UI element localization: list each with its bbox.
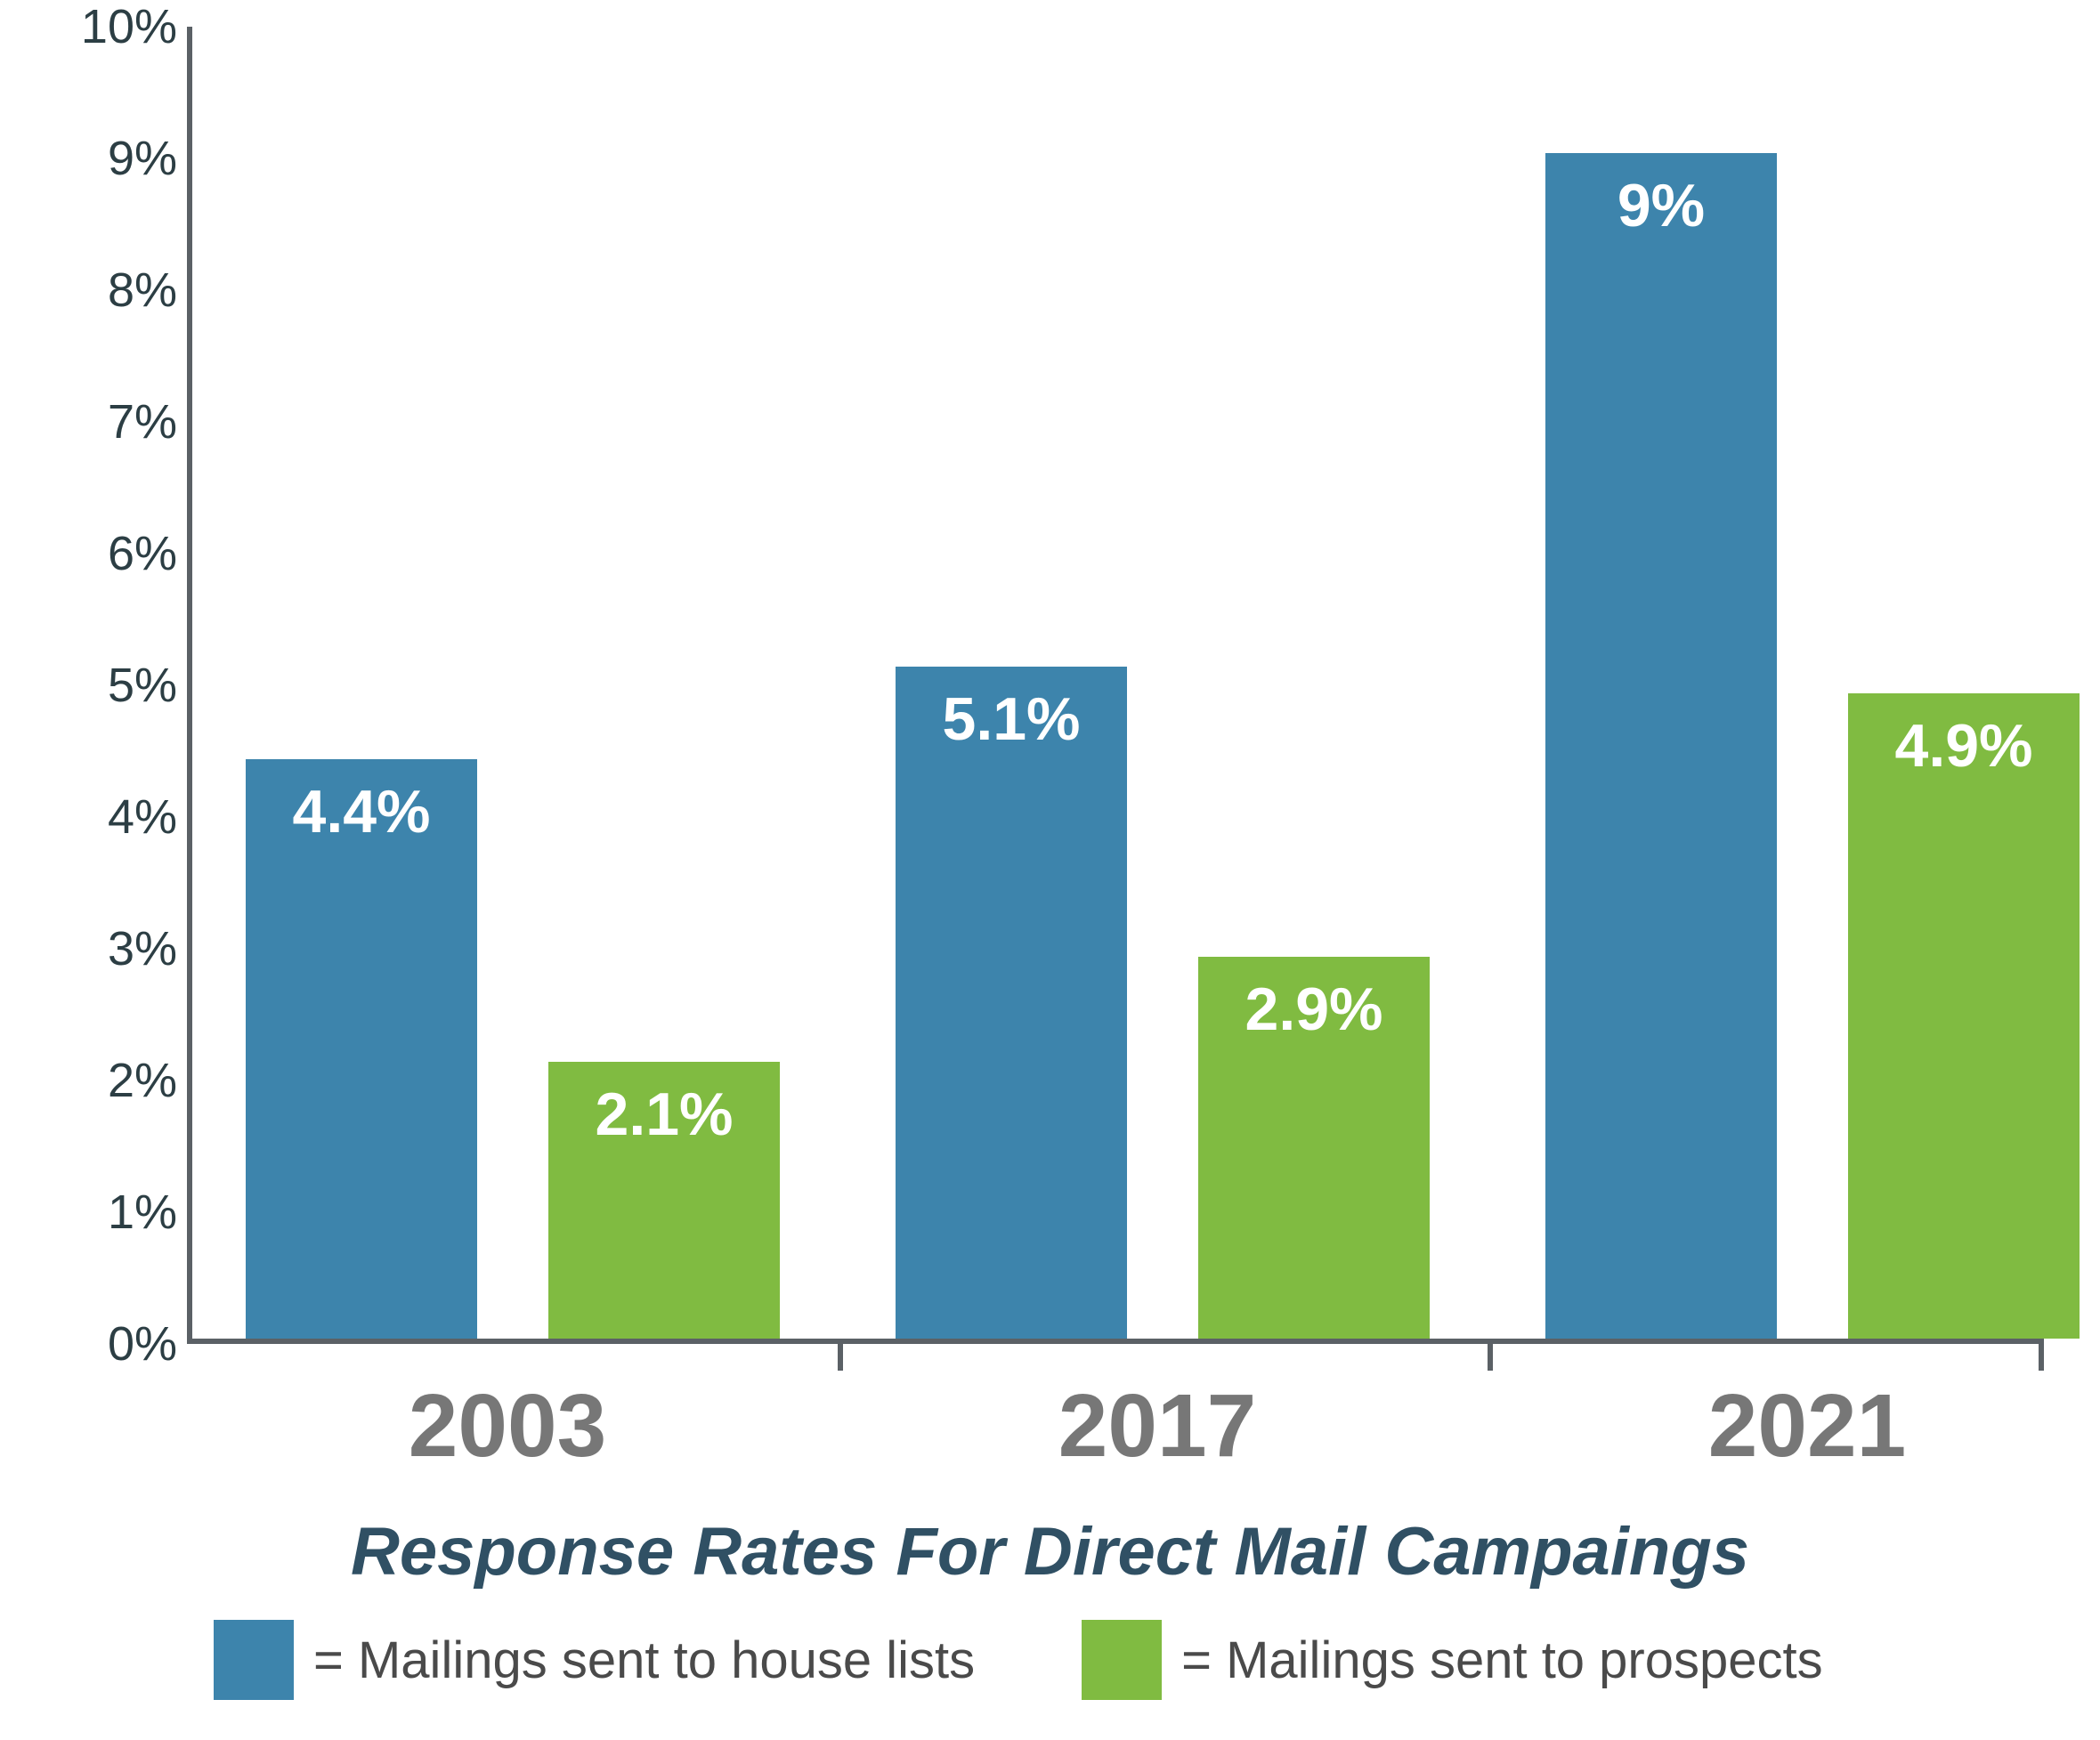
bar-house-2017: 5.1% — [896, 667, 1127, 1339]
y-tick-label: 5% — [44, 658, 177, 713]
y-tick-label: 4% — [44, 789, 177, 845]
y-tick-label: 8% — [44, 263, 177, 318]
legend: = Mailings sent to house lists = Mailing… — [214, 1620, 1823, 1700]
x-category-label: 2003 — [409, 1375, 606, 1477]
bar-label: 9% — [1545, 171, 1777, 240]
bar-house-2003: 4.4% — [246, 759, 477, 1339]
legend-swatch-house — [214, 1620, 294, 1700]
x-category-label: 2017 — [1058, 1375, 1256, 1477]
bar-prospects-2003: 2.1% — [548, 1062, 780, 1339]
legend-swatch-prospects — [1082, 1620, 1162, 1700]
y-tick-label: 2% — [44, 1053, 177, 1108]
chart-container: 0% 1% 2% 3% 4% 5% 6% 7% 8% 9% 10% 4.4% 2.1% 5.1% 2.9%… — [0, 0, 2100, 1740]
bar-label: 5.1% — [896, 684, 1127, 754]
legend-item-house: = Mailings sent to house lists — [214, 1620, 975, 1700]
x-category-label: 2021 — [1708, 1375, 1906, 1477]
bar-prospects-2021: 4.9% — [1848, 693, 2080, 1339]
bar-label: 2.1% — [548, 1080, 780, 1149]
y-tick-label: 0% — [44, 1316, 177, 1372]
legend-label-prospects: = Mailings sent to prospects — [1181, 1631, 1823, 1690]
y-tick-label: 9% — [44, 131, 177, 186]
chart-title: Response Rates For Direct Mail Campaings — [0, 1513, 2100, 1590]
plot-area: 4.4%2.1%5.1%2.9%9%4.9% — [187, 27, 2039, 1344]
y-tick-label: 1% — [44, 1185, 177, 1240]
legend-label-house: = Mailings sent to house lists — [313, 1631, 975, 1690]
x-tick — [1488, 1339, 1493, 1371]
y-tick-label: 7% — [44, 394, 177, 449]
y-tick-label: 10% — [44, 0, 177, 54]
bar-label: 4.4% — [246, 777, 477, 846]
legend-item-prospects: = Mailings sent to prospects — [1082, 1620, 1823, 1700]
y-tick-label: 6% — [44, 526, 177, 581]
x-tick — [2039, 1339, 2044, 1371]
x-tick — [838, 1339, 843, 1371]
y-tick-label: 3% — [44, 921, 177, 976]
bar-prospects-2017: 2.9% — [1198, 957, 1430, 1339]
bar-house-2021: 9% — [1545, 153, 1777, 1339]
bar-label: 2.9% — [1198, 975, 1430, 1044]
bar-label: 4.9% — [1848, 711, 2080, 781]
